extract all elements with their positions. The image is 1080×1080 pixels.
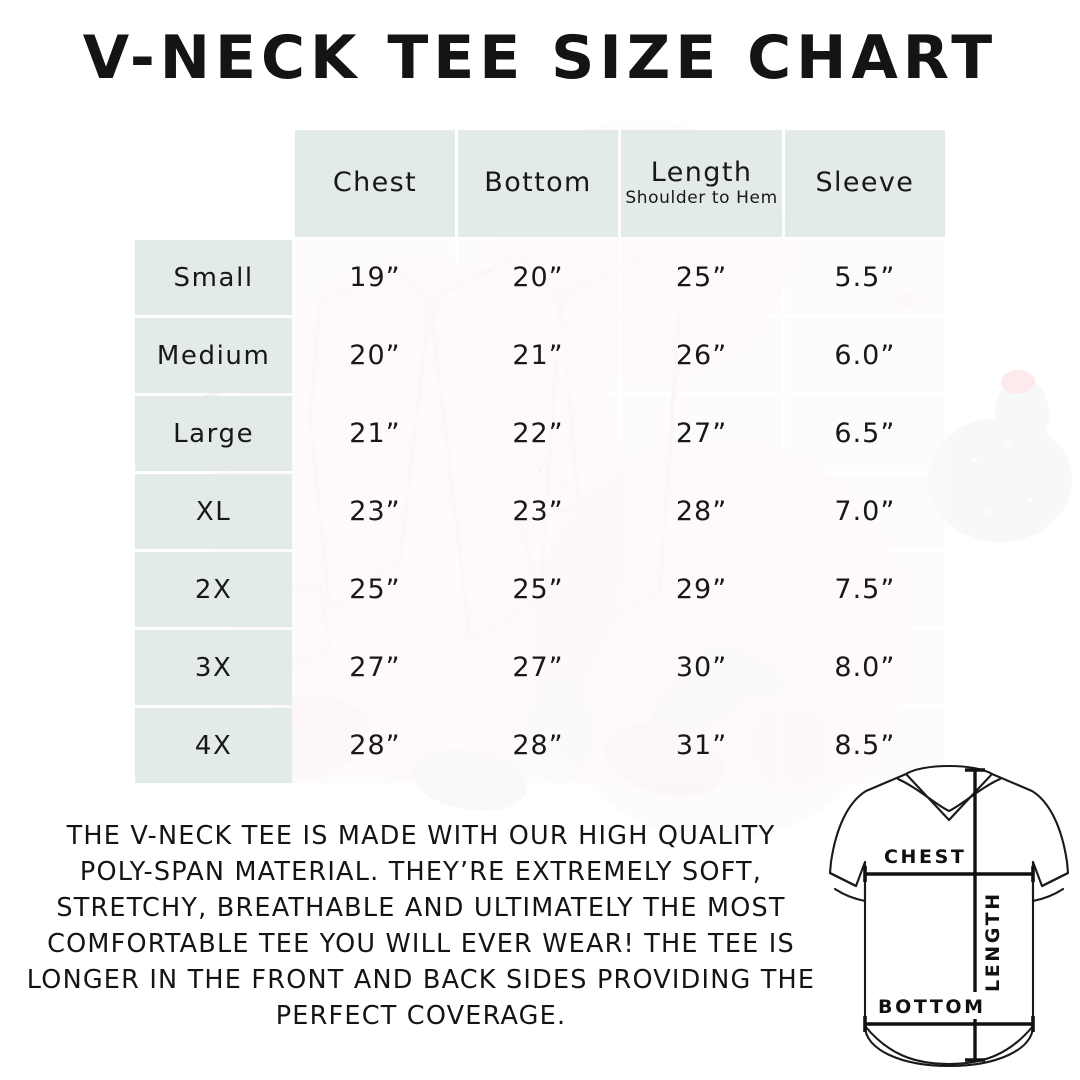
- chest-label-bg: [878, 843, 970, 869]
- column-header-chest-label: Chest: [332, 167, 418, 199]
- cell-bottom: 27”: [457, 630, 619, 705]
- bottom-label-bg: [874, 992, 980, 1019]
- table-row: Small 19” 20” 25” 5.5”: [135, 240, 945, 315]
- column-header-bottom-label: Bottom: [484, 167, 592, 199]
- cell-bottom: 23”: [457, 474, 619, 549]
- column-header-bottom: Bottom: [457, 130, 619, 237]
- cell-sleeve: 5.5”: [784, 240, 945, 315]
- length-label-bg: [978, 884, 1004, 996]
- table-header-row: Chest Bottom Length Shoulder to Hem Slee…: [135, 130, 945, 237]
- shirt-outline-icon: [828, 764, 1070, 1068]
- cell-length: 27”: [621, 396, 782, 471]
- table-row: Medium 20” 21” 26” 6.0”: [135, 318, 945, 393]
- v-neck-tee-measurement-diagram: CHEST BOTTOM LENGTH: [828, 764, 1070, 1068]
- page-title: V-NECK TEE SIZE CHART: [82, 23, 998, 93]
- cell-length: 26”: [621, 318, 782, 393]
- cell-chest: 21”: [295, 396, 455, 471]
- cell-sleeve: 7.0”: [784, 474, 945, 549]
- table-row: 2X 25” 25” 29” 7.5”: [135, 552, 945, 627]
- table-corner-cell: [135, 130, 292, 237]
- cell-chest: 19”: [295, 240, 455, 315]
- cell-bottom: 22”: [457, 396, 619, 471]
- cell-bottom: 21”: [457, 318, 619, 393]
- cell-length: 25”: [621, 240, 782, 315]
- cell-length: 31”: [621, 708, 782, 783]
- row-size-label: Large: [135, 396, 293, 471]
- column-header-length-sublabel: Shoulder to Hem: [625, 188, 778, 209]
- cell-chest: 28”: [295, 708, 455, 783]
- product-description: THE V-NECK TEE IS MADE WITH OUR HIGH QUA…: [26, 821, 816, 1031]
- column-header-sleeve-label: Sleeve: [815, 167, 915, 199]
- cell-chest: 20”: [295, 318, 455, 393]
- cell-sleeve: 6.0”: [784, 318, 945, 393]
- table-body: Small 19” 20” 25” 5.5” Medium 20” 21” 26…: [135, 240, 945, 783]
- cell-chest: 23”: [295, 474, 455, 549]
- row-size-label: 4X: [135, 708, 293, 783]
- row-size-label: 2X: [135, 552, 293, 627]
- diagram-label-bottom: BOTTOM: [878, 996, 986, 1018]
- cell-length: 30”: [621, 630, 782, 705]
- cell-sleeve: 6.5”: [784, 396, 945, 471]
- cell-bottom: 25”: [457, 552, 619, 627]
- cell-length: 28”: [621, 474, 782, 549]
- table-header: Chest Bottom Length Shoulder to Hem Slee…: [135, 130, 945, 237]
- cell-sleeve: 8.0”: [784, 630, 945, 705]
- diagram-label-chest: CHEST: [884, 846, 966, 868]
- column-header-length: Length Shoulder to Hem: [621, 130, 782, 237]
- row-size-label: Medium: [135, 318, 293, 393]
- table-row: Large 21” 22” 27” 6.5”: [135, 396, 945, 471]
- table-row: XL 23” 23” 28” 7.0”: [135, 474, 945, 549]
- column-header-length-label: Length: [650, 156, 753, 188]
- cell-chest: 27”: [295, 630, 455, 705]
- column-header-chest: Chest: [295, 130, 455, 237]
- table-row: 3X 27” 27” 30” 8.0”: [135, 630, 945, 705]
- cell-bottom: 28”: [457, 708, 619, 783]
- row-size-label: 3X: [135, 630, 293, 705]
- column-header-sleeve: Sleeve: [784, 130, 945, 237]
- diagram-label-length: LENGTH: [982, 891, 1004, 992]
- diagram-labels: CHEST BOTTOM LENGTH: [874, 843, 1004, 1019]
- row-size-label: XL: [135, 474, 293, 549]
- cell-bottom: 20”: [457, 240, 619, 315]
- cell-chest: 25”: [295, 552, 455, 627]
- cell-length: 29”: [621, 552, 782, 627]
- cell-sleeve: 8.5”: [784, 708, 945, 783]
- cell-sleeve: 7.5”: [784, 552, 945, 627]
- size-chart-table: Chest Bottom Length Shoulder to Hem Slee…: [132, 127, 948, 786]
- row-size-label: Small: [135, 240, 293, 315]
- table-row: 4X 28” 28” 31” 8.5”: [135, 708, 945, 783]
